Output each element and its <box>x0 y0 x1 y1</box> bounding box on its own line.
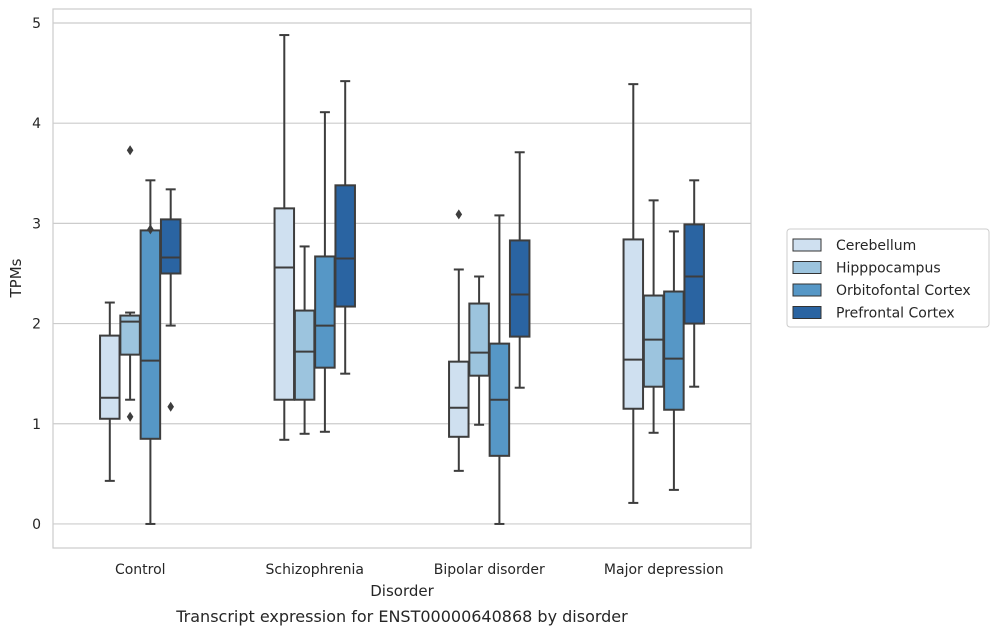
box-group <box>273 34 296 441</box>
legend-frame <box>786 228 990 328</box>
box-group <box>622 83 645 504</box>
legend-swatch <box>792 238 822 252</box>
box-group <box>99 301 121 482</box>
outlier-marker <box>147 224 154 235</box>
x-tick-label: Bipolar disorder <box>434 562 545 578</box>
box-group <box>642 199 665 434</box>
box-group <box>663 230 685 491</box>
box-group <box>468 275 490 426</box>
legend: Cerebellum Hipppocampus Orbitofontal Corte… <box>786 228 990 328</box>
box <box>293 309 316 401</box>
box-group <box>159 188 182 412</box>
box-group <box>508 151 531 389</box>
y-tick-label: 2 <box>32 317 41 333</box>
x-tick-labels: Control Schizophrenia Bipolar disorder Majo… <box>115 562 724 578</box>
box <box>683 223 705 325</box>
box <box>642 294 665 388</box>
box <box>448 360 470 438</box>
legend-label: Hipppocampus <box>836 261 941 277</box>
x-tick-label: Major depression <box>604 562 724 578</box>
box <box>468 302 490 377</box>
box <box>508 239 531 338</box>
legend-items: Cerebellum Hipppocampus Orbitofontal Corte… <box>792 238 971 322</box>
x-axis-label: Disorder <box>370 582 434 600</box>
legend-swatch <box>792 283 822 297</box>
box-group <box>448 209 470 472</box>
y-tick-label: 0 <box>32 517 41 533</box>
box <box>99 334 121 420</box>
legend-swatch <box>792 261 822 274</box>
outlier-marker <box>126 145 134 156</box>
box-group <box>314 111 336 433</box>
box <box>314 255 336 369</box>
box <box>334 184 356 308</box>
box-group <box>139 179 162 525</box>
x-tick-label: Control <box>115 562 166 578</box>
outlier-marker <box>455 209 463 220</box>
outlier-marker <box>167 401 174 412</box>
legend-label: Orbitofontal Cortex <box>836 283 971 299</box>
box-group <box>683 179 705 388</box>
outlier-marker <box>126 411 134 422</box>
x-tick-label: Schizophrenia <box>266 562 364 578</box>
box-group <box>334 80 356 375</box>
box <box>663 290 685 411</box>
chart-caption: Transcript expression for ENST0000064086… <box>175 607 628 626</box>
y-tick-label: 3 <box>32 216 41 232</box>
box-series <box>99 34 705 525</box>
box-group <box>488 214 511 525</box>
y-tick-labels: 0 1 2 3 4 5 <box>32 16 41 533</box>
y-tick-label: 4 <box>32 116 41 132</box>
y-axis-label: TPMs <box>7 258 25 298</box>
y-tick-label: 1 <box>32 417 41 433</box>
box <box>273 207 296 401</box>
gridlines <box>53 22 751 525</box>
box <box>159 218 182 275</box>
legend-label: Prefrontal Cortex <box>836 306 955 322</box>
legend-label: Cerebellum <box>836 238 916 254</box>
y-tick-label: 5 <box>32 16 41 32</box>
box <box>622 238 645 410</box>
box <box>139 229 162 440</box>
legend-swatch <box>792 306 822 319</box>
